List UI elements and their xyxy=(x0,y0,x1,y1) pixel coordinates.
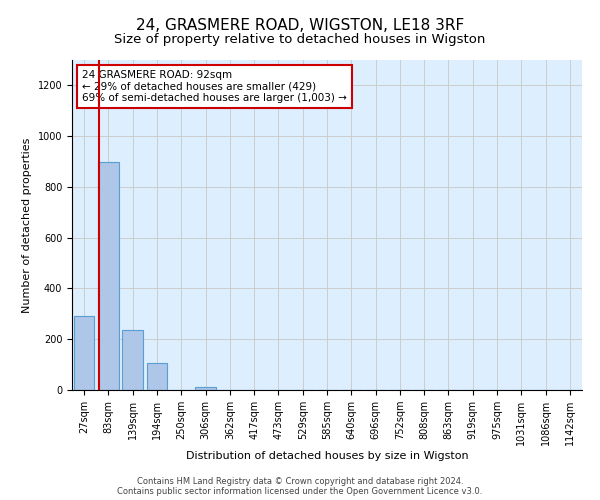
Text: Contains HM Land Registry data © Crown copyright and database right 2024.
Contai: Contains HM Land Registry data © Crown c… xyxy=(118,476,482,496)
Text: 24, GRASMERE ROAD, WIGSTON, LE18 3RF: 24, GRASMERE ROAD, WIGSTON, LE18 3RF xyxy=(136,18,464,32)
Bar xyxy=(195,388,216,390)
Y-axis label: Number of detached properties: Number of detached properties xyxy=(22,138,32,312)
Bar xyxy=(122,330,143,390)
Bar xyxy=(74,316,94,390)
Text: Size of property relative to detached houses in Wigston: Size of property relative to detached ho… xyxy=(115,32,485,46)
Bar xyxy=(98,162,119,390)
Text: 24 GRASMERE ROAD: 92sqm
← 29% of detached houses are smaller (429)
69% of semi-d: 24 GRASMERE ROAD: 92sqm ← 29% of detache… xyxy=(82,70,347,103)
Bar xyxy=(146,364,167,390)
X-axis label: Distribution of detached houses by size in Wigston: Distribution of detached houses by size … xyxy=(185,450,469,460)
